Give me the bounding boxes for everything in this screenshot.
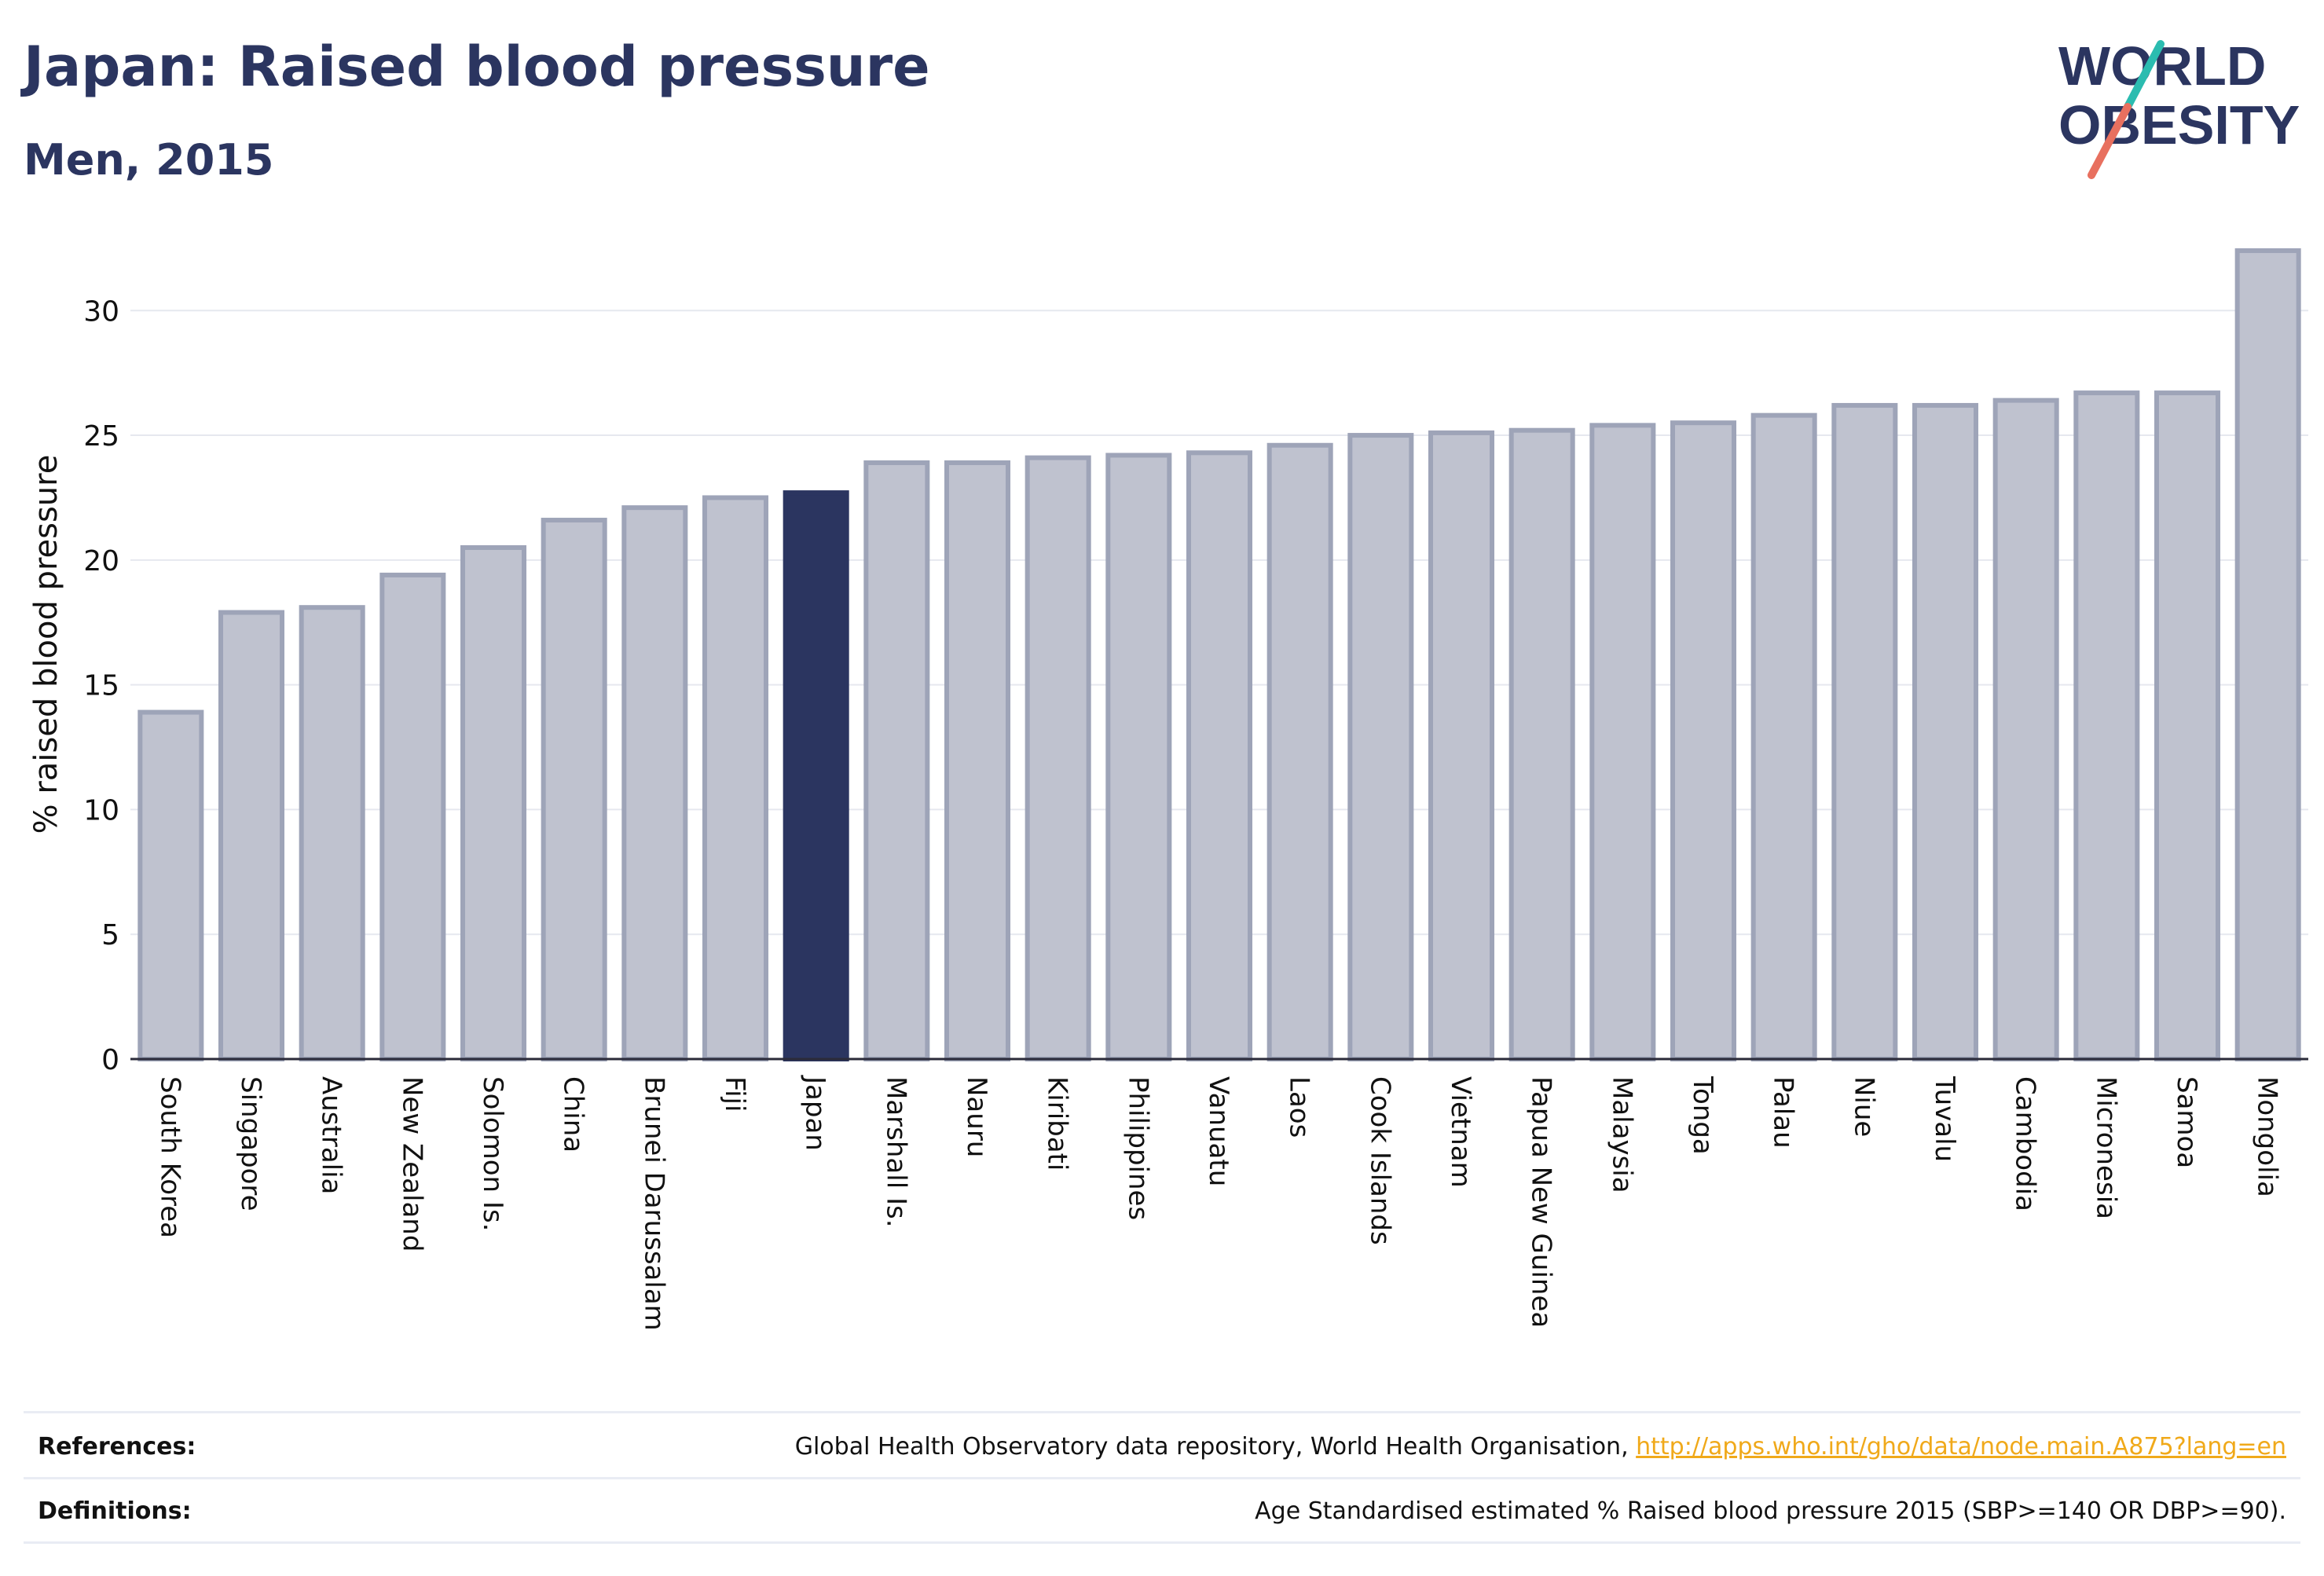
x-tick-label: Cook Islands — [1364, 1076, 1395, 1245]
x-tick-label: Australia — [316, 1076, 347, 1194]
bar — [944, 460, 1011, 1061]
x-tick-label: Tonga — [1687, 1076, 1718, 1155]
bar — [218, 610, 285, 1061]
bar — [2073, 390, 2140, 1061]
x-tick-label: Tuvalu — [1929, 1076, 1960, 1162]
bar — [1428, 430, 1495, 1061]
x-tick-label: Singapore — [235, 1076, 266, 1211]
bar — [299, 605, 365, 1061]
bar — [1670, 420, 1737, 1061]
bar — [1992, 398, 2059, 1062]
x-tick-label: New Zealand — [396, 1076, 427, 1252]
y-tick-labels: 0 5 10 15 20 25 30 — [83, 295, 119, 1076]
bar — [1266, 442, 1333, 1061]
chart-title: Japan: Raised blood pressure — [24, 35, 930, 99]
x-tick-label: Micronesia — [2090, 1076, 2121, 1219]
footer-divider-middle — [24, 1477, 2300, 1479]
y-tick-label: 5 — [101, 919, 119, 951]
x-tick-label: Niue — [1848, 1076, 1879, 1137]
bar — [460, 544, 527, 1061]
x-tick-label: Fiji — [719, 1076, 750, 1112]
x-tick-label: Japan — [800, 1075, 831, 1151]
bar — [1105, 453, 1172, 1061]
x-tick-label: Marshall Is. — [880, 1076, 911, 1228]
bar — [1589, 423, 1656, 1061]
bar — [137, 709, 204, 1061]
references-source: Global Health Observatory data repositor… — [794, 1433, 1637, 1461]
bar — [379, 572, 446, 1061]
references-text: Global Health Observatory data repositor… — [795, 1433, 2286, 1461]
x-tick-label: Palau — [1768, 1076, 1799, 1149]
y-axis-label: % raised blood pressure — [28, 455, 64, 834]
bar-highlighted — [783, 490, 849, 1061]
bar — [1186, 450, 1253, 1061]
footer-divider-top — [24, 1411, 2300, 1413]
y-tick-label: 15 — [83, 670, 119, 702]
bars — [137, 248, 2301, 1062]
world-obesity-logo: WORLD OBESITY — [2058, 35, 2300, 179]
x-tick-label: China — [558, 1076, 589, 1153]
bar — [1831, 402, 1898, 1061]
x-tick-label: Mongolia — [2252, 1076, 2283, 1197]
x-tick-label: Solomon Is. — [477, 1076, 508, 1231]
logo-slash-teal — [2124, 40, 2165, 111]
bar — [1912, 402, 1979, 1061]
x-tick-label: Samoa — [2171, 1076, 2202, 1168]
bar — [541, 518, 607, 1061]
y-tick-label: 0 — [101, 1044, 119, 1076]
x-tick-labels: South Korea Singapore Australia New Zealand… — [154, 1075, 2282, 1331]
x-tick-label: Vietnam — [1445, 1076, 1476, 1188]
x-tick-label: Laos — [1284, 1076, 1315, 1138]
y-tick-label: 30 — [83, 295, 119, 328]
x-tick-label: Kiribati — [1042, 1076, 1073, 1171]
x-tick-label: Philippines — [1122, 1076, 1153, 1220]
y-tick-label: 25 — [83, 420, 119, 453]
bar — [1025, 455, 1091, 1061]
definitions-text: Age Standardised estimated % Raised bloo… — [1255, 1497, 2286, 1525]
definitions-label: Definitions: — [38, 1497, 192, 1525]
x-tick-label: Papua New Guinea — [1526, 1076, 1557, 1328]
bar — [702, 495, 769, 1061]
bar — [1347, 433, 1414, 1061]
y-tick-label: 20 — [83, 545, 119, 577]
bar — [863, 460, 930, 1061]
bar — [2154, 390, 2221, 1061]
chart-subtitle: Men, 2015 — [24, 135, 274, 185]
x-tick-label: Malaysia — [1606, 1076, 1637, 1193]
x-tick-label: Brunei Darussalam — [638, 1076, 669, 1331]
logo-slash-coral — [2088, 103, 2132, 179]
bar — [1750, 412, 1817, 1061]
bar — [621, 505, 688, 1061]
x-tick-label: Nauru — [961, 1076, 992, 1157]
logo-text-obesity: OBESITY — [2058, 94, 2300, 156]
references-label: References: — [38, 1433, 196, 1461]
references-link[interactable]: http://apps.who.int/gho/data/node.main.A… — [1636, 1433, 2286, 1461]
bar-chart: 0 5 10 15 20 25 30 South Korea Singapore Austral… — [28, 248, 2308, 1331]
x-tick-label: South Korea — [154, 1076, 185, 1238]
x-tick-label: Cambodia — [2010, 1076, 2041, 1211]
bar — [1508, 427, 1575, 1061]
bar — [2234, 248, 2301, 1061]
footer-divider-bottom — [24, 1541, 2300, 1544]
y-tick-label: 10 — [83, 794, 119, 826]
x-tick-label: Vanuatu — [1203, 1076, 1234, 1186]
